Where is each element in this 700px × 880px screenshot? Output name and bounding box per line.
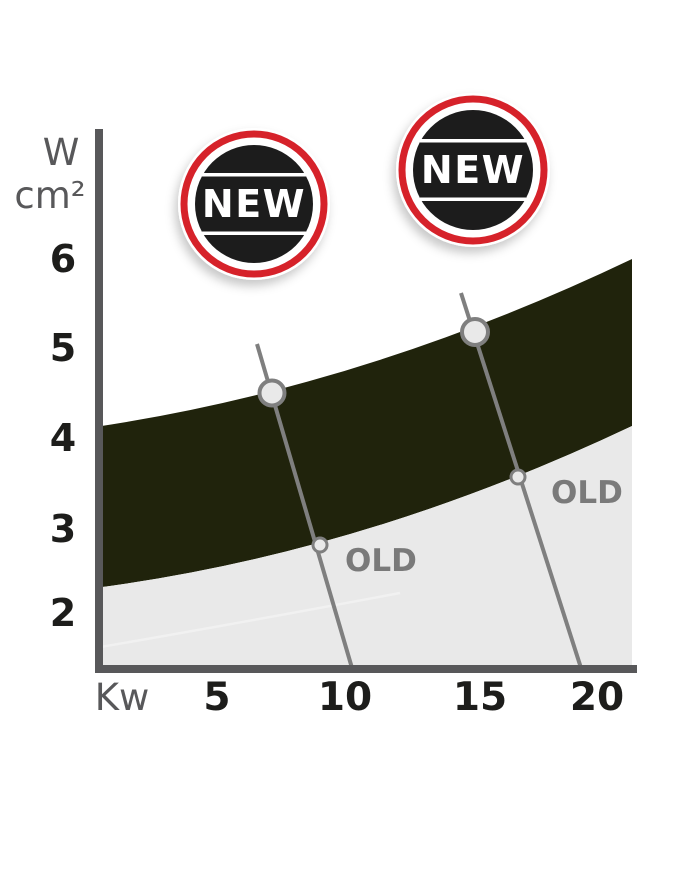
marker-new-right [460,317,490,347]
x-tick-15: 15 [453,675,507,720]
badge-red-ring-icon [398,95,548,245]
y-tick-4: 4 [50,416,76,460]
badge-label: NEW [202,182,306,226]
y-tick-3: 3 [50,507,76,551]
y-tick-6: 6 [50,237,76,281]
marker-old-right [509,468,527,486]
marker-new-left [257,378,287,408]
band-old-area [95,426,632,665]
x-tick-20: 20 [570,675,624,720]
y-axis-unit-numerator: W [43,131,80,174]
old-label-right: OLD [551,475,623,511]
new-badge-right: NEW [396,93,550,247]
y-axis-unit-denominator: cm² [14,174,85,217]
x-axis-line [95,665,637,673]
x-tick-5: 5 [203,675,230,720]
badge-top-rule [202,173,306,177]
y-axis-line [95,129,103,673]
badge-label: NEW [421,148,525,192]
badge-bottom-rule [202,231,306,235]
band-new-area [95,259,632,588]
badge-top-rule [420,139,526,143]
x-axis-unit: Kw [95,676,150,719]
y-tick-2: 2 [50,591,76,635]
band-old-faint-edge [94,591,401,650]
y-tick-5: 5 [50,326,76,370]
badge-red-ring-icon [180,130,328,278]
badge-bottom-rule [420,197,526,201]
x-tick-10: 10 [318,675,372,720]
marker-old-left [311,536,329,554]
old-label-left: OLD [345,543,417,579]
new-badge-left: NEW [178,128,330,280]
